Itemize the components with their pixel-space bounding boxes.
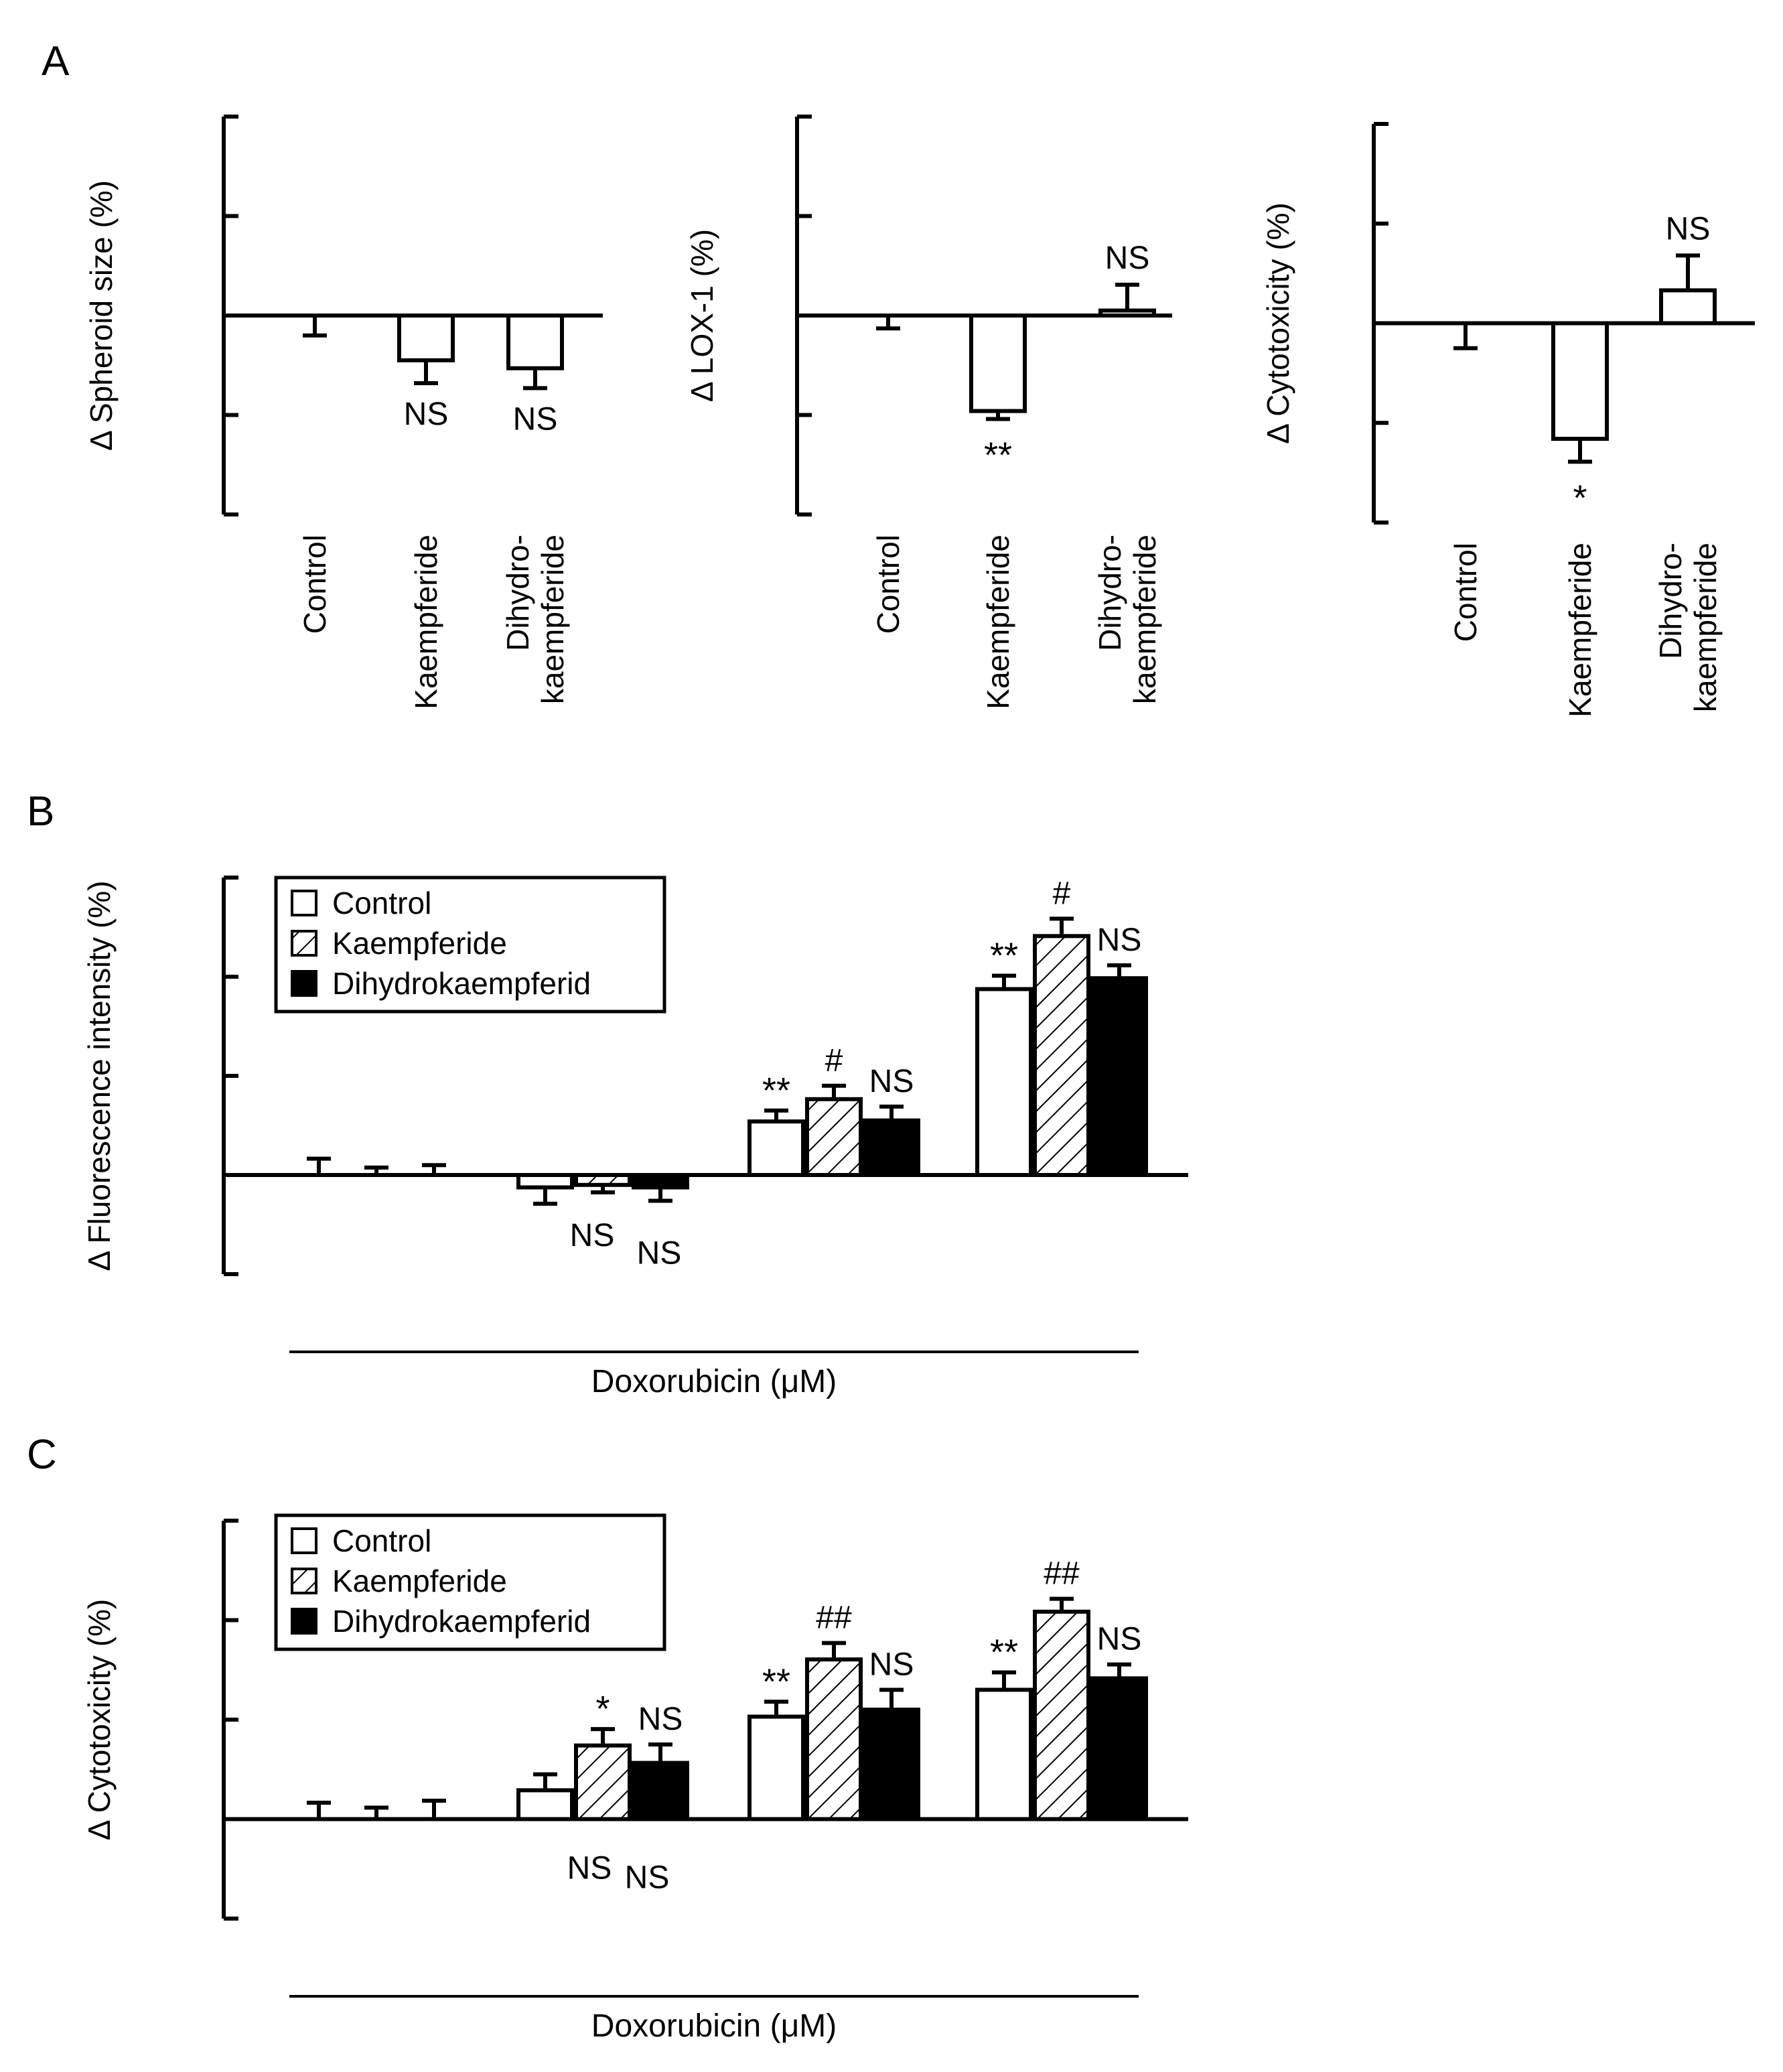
panel-label-c: C — [27, 1432, 57, 1478]
bar — [506, 314, 564, 370]
significance-label: NS — [513, 401, 558, 437]
category-label: Kaempferide — [1563, 543, 1597, 717]
bar — [1090, 1676, 1148, 1821]
x-axis-label: Doxorubicin (μM) — [591, 2008, 837, 2044]
category-label: Control — [297, 535, 332, 634]
significance-label: ## — [1044, 1556, 1080, 1592]
legend-label: Control — [332, 1523, 431, 1558]
significance-label: * — [1573, 478, 1587, 518]
legend-swatch — [291, 1568, 317, 1594]
significance-label: ## — [816, 1600, 852, 1636]
significance-label: * — [595, 1689, 610, 1729]
significance-label: NS — [869, 1647, 914, 1682]
category-label: Dihydro-kaempferide — [1092, 535, 1162, 704]
legend-label: Dihydrokaempferid — [332, 1604, 591, 1639]
significance-label: NS — [570, 1218, 615, 1253]
legend-label: Kaempferide — [332, 926, 507, 961]
y-axis-label: Δ Spheroid size (%) — [84, 180, 119, 451]
category-label: Kaempferide — [409, 535, 443, 709]
bar — [1090, 976, 1148, 1177]
bar — [1033, 1609, 1090, 1821]
significance-label: NS — [1105, 240, 1150, 276]
bar — [397, 314, 455, 362]
significance-label: NS — [625, 1860, 670, 1896]
significance-label: # — [1053, 876, 1071, 911]
legend-box — [274, 1513, 666, 1651]
bar — [805, 1097, 863, 1178]
category-label: Control — [1448, 543, 1483, 642]
significance-label: ** — [762, 1661, 790, 1702]
significance-label: ** — [762, 1070, 790, 1111]
significance-label: NS — [869, 1064, 914, 1099]
significance-label: NS — [567, 1851, 612, 1886]
bar — [975, 987, 1033, 1177]
bar — [516, 1788, 574, 1821]
significance-label: ** — [990, 936, 1018, 976]
panel-label-b: B — [27, 788, 54, 835]
significance-label: NS — [404, 397, 449, 432]
category-label: Control — [871, 535, 906, 634]
bar — [1033, 934, 1090, 1177]
y-axis-label: Δ Cytotoxicity (%) — [82, 1599, 117, 1840]
legend-swatch — [291, 1527, 317, 1554]
bar — [632, 1760, 689, 1821]
legend-swatch — [291, 890, 317, 916]
bar — [1659, 288, 1717, 326]
significance-label: NS — [638, 1702, 683, 1737]
significance-label: ** — [984, 435, 1012, 475]
legend-label: Dihydrokaempferid — [332, 966, 591, 1001]
bar — [863, 1708, 920, 1821]
bar — [1551, 321, 1609, 441]
bar — [863, 1118, 920, 1177]
category-label: Dihydro-kaempferide — [1653, 543, 1723, 712]
significance-label: NS — [1097, 922, 1142, 958]
y-axis-label: Δ LOX-1 (%) — [685, 229, 719, 402]
legend-label: Kaempferide — [332, 1564, 507, 1598]
chart-spheroid-size: Δ Spheroid size (%) Control NS Kaempferide N… — [84, 115, 603, 709]
legend-swatch — [291, 930, 317, 957]
chart-lox1: Δ LOX-1 (%) Control ** Kaempferide NS Dihydro… — [685, 115, 1172, 709]
bar — [975, 1687, 1033, 1821]
significance-label: ** — [990, 1632, 1018, 1672]
y-axis-label: Δ Cytotoxicity (%) — [1261, 202, 1295, 443]
y-axis-label: Δ Fluorescence intensity (%) — [82, 881, 117, 1271]
legend-label: Control — [332, 886, 431, 920]
bar — [969, 314, 1027, 413]
chart-cytotoxicity-single: Δ Cytotoxicity (%) Control * Kaempferide NS D… — [1261, 122, 1755, 717]
category-label: Dihydro-kaempferide — [500, 535, 570, 704]
significance-label: NS — [1097, 1622, 1142, 1657]
significance-label: NS — [1666, 211, 1711, 247]
category-label: Kaempferide — [981, 535, 1015, 709]
significance-label: NS — [637, 1235, 682, 1271]
x-axis-label: Doxorubicin (μM) — [591, 1364, 837, 1399]
bar — [747, 1714, 805, 1821]
significance-label: # — [825, 1043, 843, 1079]
legend-swatch — [291, 1608, 317, 1635]
legend-box — [274, 876, 666, 1014]
bar — [747, 1119, 805, 1177]
bar — [805, 1657, 863, 1821]
legend-swatch — [291, 970, 317, 997]
chart-fluorescence: Δ Fluorescence intensity (%) ** ** NS # # NS NS… — [82, 876, 1188, 1399]
panel-label-a: A — [42, 38, 70, 84]
bar — [574, 1743, 632, 1821]
